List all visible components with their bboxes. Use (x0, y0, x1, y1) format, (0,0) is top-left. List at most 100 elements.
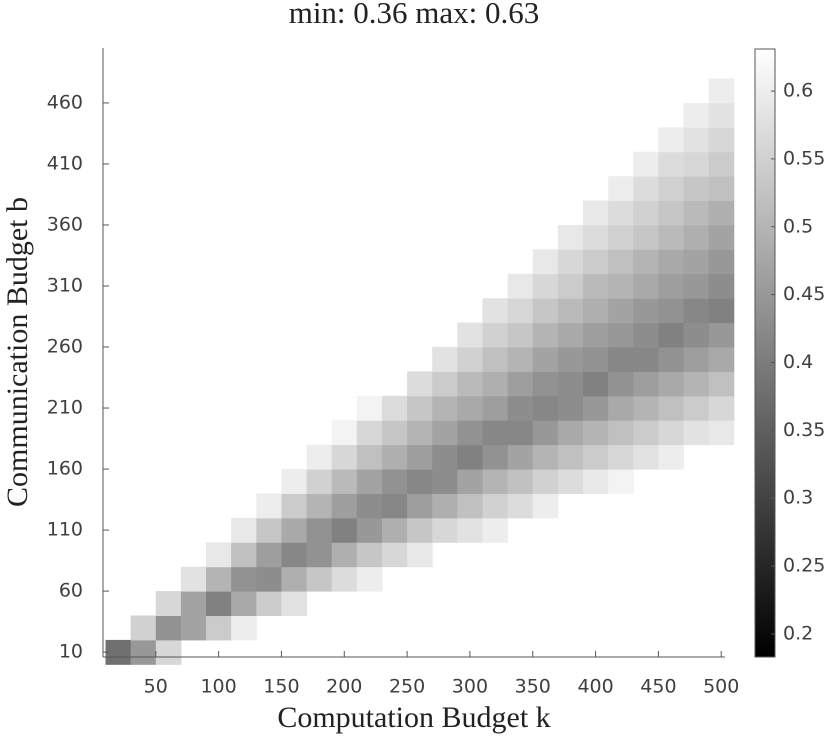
heatmap-cell (457, 395, 483, 421)
heatmap-cell (557, 444, 584, 470)
heatmap-cell (457, 517, 483, 543)
heatmap-cell (432, 517, 458, 543)
heatmap-cell (683, 249, 710, 275)
heatmap-cell (206, 542, 232, 568)
heatmap-cell (608, 224, 634, 250)
heatmap-cell (608, 444, 634, 470)
y-tick-label: 160 (47, 458, 83, 480)
heatmap-cell (583, 469, 609, 494)
heatmap-cell (407, 517, 433, 543)
heatmap-cell (633, 420, 659, 446)
heatmap-cell (532, 469, 559, 494)
heatmap-cell (683, 224, 710, 250)
heatmap-cell (381, 493, 408, 519)
heatmap-cell (583, 224, 609, 250)
heatmap-cell (432, 395, 458, 421)
heatmap-cell (356, 566, 383, 592)
heatmap-cell (708, 298, 735, 324)
heatmap-cell (356, 493, 383, 519)
heatmap-cell (583, 444, 609, 470)
heatmap-cell (331, 542, 358, 568)
heatmap-cell (532, 395, 559, 421)
heatmap-cell (633, 224, 659, 250)
heatmap-cell (633, 322, 659, 348)
heatmap-cell (306, 469, 333, 494)
heatmap-cell (356, 542, 383, 568)
heatmap-cell (281, 493, 308, 519)
heatmap-cell (407, 420, 433, 446)
heatmap-cell (633, 200, 659, 226)
colorbar-tick-label: 0.35 (783, 419, 825, 441)
heatmap-cell (683, 298, 710, 324)
heatmap-cell (507, 371, 534, 397)
heatmap-cell (356, 395, 383, 421)
heatmap-cell (256, 591, 282, 617)
heatmap-cell (206, 615, 232, 641)
heatmap-cell (105, 639, 132, 665)
heatmap-cell (231, 591, 257, 617)
heatmap-cell (608, 176, 634, 202)
heatmap-cell (557, 371, 584, 397)
heatmap-cell (658, 298, 685, 324)
heatmap-cell (482, 420, 509, 446)
heatmap-cell (658, 420, 685, 446)
heatmap-cell (683, 200, 710, 226)
heatmap-cell (532, 420, 559, 446)
heatmap-cell (256, 566, 282, 592)
heatmap-cell (356, 469, 383, 494)
heatmap-cell (608, 249, 634, 275)
heatmap-cell (708, 347, 735, 372)
heatmap-cell (708, 151, 735, 177)
y-tick-label: 410 (47, 152, 83, 174)
heatmap-cell (608, 420, 634, 446)
heatmap-cell (457, 371, 483, 397)
heatmap-cell (180, 566, 207, 592)
heatmap-cell (608, 298, 634, 324)
colorbar-tick-label: 0.4 (783, 351, 813, 373)
heatmap-cell (180, 591, 207, 617)
heatmap-cell (532, 493, 559, 519)
heatmap-cell (331, 469, 358, 494)
heatmap-cell (633, 249, 659, 275)
heatmap-cell (557, 273, 584, 299)
heatmap-cell (507, 444, 534, 470)
heatmap-cell (708, 273, 735, 299)
heatmap-cell (633, 347, 659, 372)
heatmap-cell (557, 322, 584, 348)
heatmap-cell (557, 224, 584, 250)
heatmap-cell (683, 395, 710, 421)
heatmap-cell (306, 566, 333, 592)
heatmap-cell (356, 444, 383, 470)
heatmap-cell (708, 249, 735, 275)
heatmap-cell (532, 298, 559, 324)
heatmap-cell (306, 493, 333, 519)
heatmap-cell (608, 273, 634, 299)
colorbar-tick-label: 0.2 (783, 622, 813, 644)
x-tick-label: 150 (263, 676, 299, 698)
heatmap-cell (331, 517, 358, 543)
heatmap-cell (658, 273, 685, 299)
heatmap-cell (507, 322, 534, 348)
heatmap-cell (583, 298, 609, 324)
heatmap-cell (231, 542, 257, 568)
x-tick-label: 100 (200, 676, 236, 698)
heatmap-cell (482, 298, 509, 324)
heatmap-cell (557, 395, 584, 421)
heatmap-cell (532, 273, 559, 299)
heatmap-cell (256, 493, 282, 519)
heatmap-cell (331, 493, 358, 519)
heatmap-cell (507, 395, 534, 421)
y-tick-label: 360 (47, 213, 83, 235)
heatmap-cell (407, 469, 433, 494)
heatmap-cell (482, 493, 509, 519)
heatmap-cell (683, 371, 710, 397)
heatmap-cell (683, 127, 710, 153)
heatmap-cell (633, 395, 659, 421)
heatmap-cell (206, 566, 232, 592)
heatmap-cell (708, 420, 735, 446)
heatmap-cell (583, 395, 609, 421)
heatmap-cell (331, 444, 358, 470)
heatmap-cell (231, 517, 257, 543)
heatmap-cell (482, 444, 509, 470)
colorbar (754, 48, 776, 658)
